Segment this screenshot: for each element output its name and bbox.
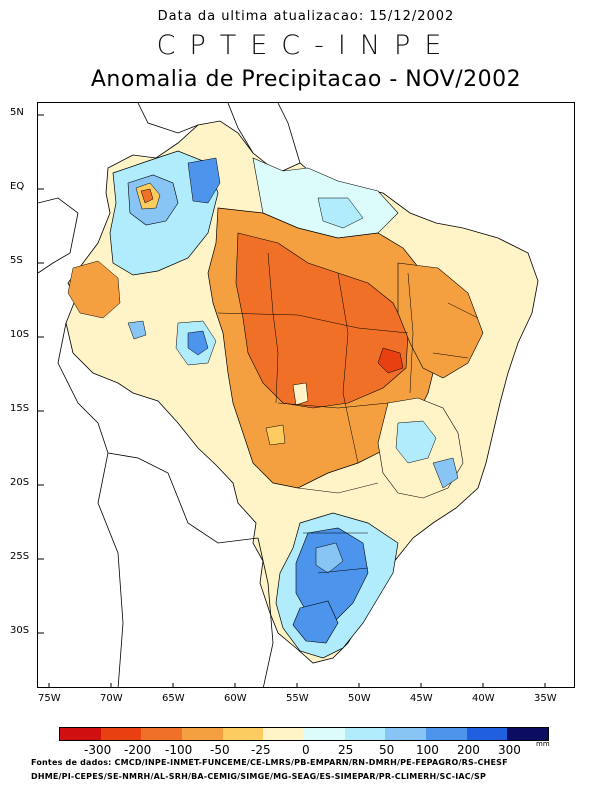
- color-scale-label: 0: [302, 743, 310, 757]
- lon-label: 40W: [472, 693, 495, 704]
- color-scale-label: 100: [416, 743, 439, 757]
- lon-label: 70W: [100, 693, 123, 704]
- data-sources-line-2: DHME/PI-CEPES/SE-NMRH/AL-SRH/BA-CEMIG/SI…: [31, 772, 487, 781]
- color-scale-swatch: [100, 728, 142, 740]
- color-scale-unit: mm: [536, 740, 550, 748]
- map-canvas: [38, 103, 546, 687]
- lon-label: 35W: [534, 693, 557, 704]
- color-scale-label: 200: [457, 743, 480, 757]
- color-scale-swatch: [304, 728, 345, 740]
- lat-label: 25S: [10, 551, 30, 562]
- color-scale-swatch: [426, 728, 467, 740]
- color-scale-label: -300: [84, 743, 112, 757]
- lat-label: 10S: [10, 329, 30, 340]
- state-borders: [217, 252, 479, 574]
- lon-label: 50W: [348, 693, 371, 704]
- lat-label: 5N: [10, 107, 24, 118]
- lon-label: 65W: [162, 693, 185, 704]
- lat-label: EQ: [10, 181, 25, 192]
- color-scale-swatch: [222, 728, 264, 740]
- map-title: Anomalia de Precipitacao - NOV/2002: [90, 67, 522, 92]
- color-scale-swatch: [466, 728, 508, 740]
- color-scale-swatch: [60, 728, 101, 740]
- lat-label: 20S: [10, 477, 30, 488]
- color-scale-swatch: [507, 728, 549, 740]
- lat-label: 5S: [10, 255, 23, 266]
- color-scale-label: 300: [498, 743, 521, 757]
- color-scale-swatch: [344, 728, 386, 740]
- axis-ticks: [38, 114, 546, 687]
- lat-label: 15S: [10, 403, 30, 414]
- color-scale-swatch: [385, 728, 427, 740]
- lat-label: 30S: [10, 625, 30, 636]
- color-scale-label: 50: [379, 743, 395, 757]
- country-borders: [38, 103, 301, 687]
- color-scale-label: -200: [124, 743, 152, 757]
- color-scale-swatch: [182, 728, 223, 740]
- update-date-text: Data da ultima atualizacao: 15/12/2002: [157, 9, 455, 24]
- lon-label: 60W: [224, 693, 247, 704]
- lon-label: 75W: [38, 693, 61, 704]
- color-scale-swatch: [141, 728, 183, 740]
- lon-label: 55W: [286, 693, 309, 704]
- precipitation-anomaly-map: [37, 102, 575, 688]
- color-scale-label: -50: [210, 743, 230, 757]
- color-scale-swatch: [263, 728, 305, 740]
- lon-label: 45W: [410, 693, 433, 704]
- color-scale-bar: [59, 727, 549, 741]
- brazil-anomaly-field: [65, 120, 539, 664]
- color-scale-label: 25: [338, 743, 354, 757]
- agency-name: CPTEC-INPE: [156, 30, 456, 61]
- data-sources-line-1: Fontes de dados: CMCD/INPE-INMET-FUNCEME…: [31, 758, 508, 767]
- color-scale-label: -25: [251, 743, 271, 757]
- color-scale-label: -100: [165, 743, 193, 757]
